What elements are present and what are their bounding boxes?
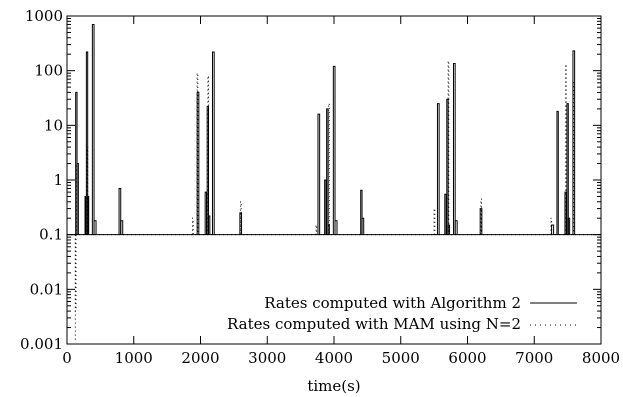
data-spike (76, 163, 79, 235)
series-mam (67, 60, 601, 340)
data-spike (444, 193, 447, 235)
data-spike (93, 220, 97, 235)
y-tick-label: 0.01 (30, 280, 63, 298)
data-spike (239, 212, 243, 235)
legend: Rates computed with Algorithm 2 Rates co… (227, 294, 577, 333)
data-spike (550, 217, 553, 235)
x-tick-label: 5000 (382, 349, 420, 367)
data-spike (196, 72, 199, 235)
data-spike (240, 201, 242, 235)
legend-label-mam: Rates computed with MAM using N=2 (227, 315, 521, 333)
x-tick-label: 2000 (181, 349, 219, 367)
data-spike (479, 208, 483, 235)
x-tick-label: 6000 (448, 349, 486, 367)
data-spike (360, 189, 363, 235)
data-spike (446, 98, 449, 235)
x-tick-label: 7000 (515, 349, 553, 367)
data-spike (315, 224, 318, 235)
data-spike (326, 108, 329, 235)
data-spike (86, 146, 89, 235)
data-spike (324, 179, 327, 235)
x-tick-label: 1000 (115, 349, 153, 367)
data-spike (454, 220, 458, 235)
data-spike (361, 217, 365, 235)
data-spike (196, 91, 200, 235)
data-spike (317, 113, 321, 235)
data-spike (85, 51, 89, 235)
data-spike (91, 23, 95, 235)
data-spike (480, 198, 483, 235)
y-tick-label: 0.001 (20, 335, 63, 353)
x-tick-label: 4000 (315, 349, 353, 367)
x-axis-label: time(s) (307, 377, 360, 395)
x-tick-label: 8000 (582, 349, 620, 367)
x-tick-label: 3000 (248, 349, 286, 367)
data-spike (120, 220, 124, 235)
data-spike (334, 220, 338, 235)
data-spike (572, 50, 576, 235)
data-spike (567, 217, 571, 235)
data-spike (332, 65, 336, 235)
data-spike (433, 208, 436, 235)
y-axis: 0.001 0.01 0.1 1 10 100 1000 (20, 7, 601, 353)
data-spike (328, 103, 330, 235)
data-spike (565, 63, 567, 235)
series-algorithm-2 (67, 23, 601, 236)
data-spike (204, 191, 208, 235)
data-spike (212, 51, 215, 235)
y-tick-label: 10 (44, 116, 63, 134)
data-spike (572, 82, 575, 235)
y-tick-label: 100 (34, 62, 63, 80)
data-spike (118, 187, 122, 235)
legend-label-algorithm: Rates computed with Algorithm 2 (264, 294, 521, 312)
x-axis: 0 1000 2000 3000 4000 5000 6000 7000 8000 (62, 16, 620, 367)
y-tick-label: 1000 (25, 7, 63, 25)
data-spike (327, 224, 330, 235)
data-spike (566, 103, 569, 235)
x-tick-label: 0 (62, 349, 72, 367)
data-spike (436, 103, 440, 235)
y-tick-label: 0.1 (39, 226, 63, 244)
series-layer (67, 23, 601, 340)
data-spike (191, 217, 194, 235)
y-tick-label: 1 (53, 171, 63, 189)
data-spike (452, 63, 456, 235)
data-spike (556, 110, 559, 235)
data-spike (564, 191, 567, 235)
